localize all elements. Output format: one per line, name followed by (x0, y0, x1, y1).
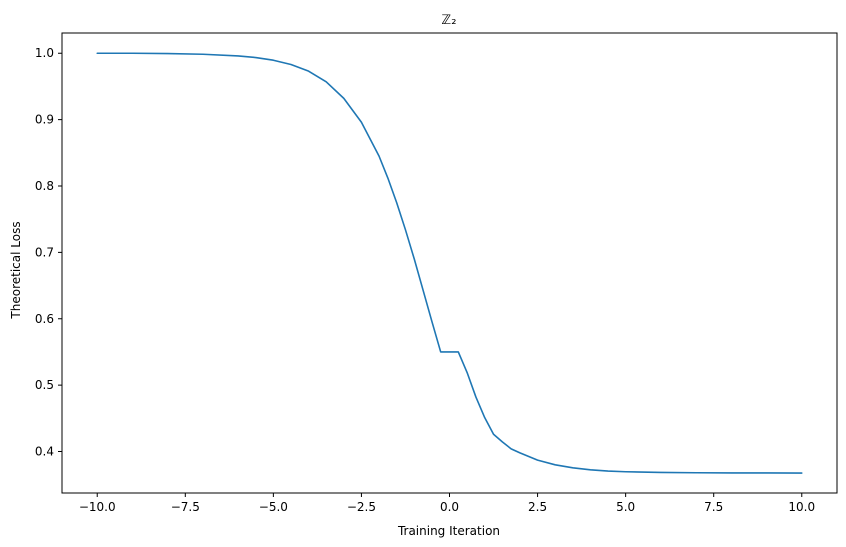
x-tick-label: 2.5 (528, 500, 547, 514)
series-line-0 (96, 52, 803, 474)
x-tick-label: 5.0 (616, 500, 635, 514)
y-tick-label: 0.5 (35, 378, 54, 392)
y-tick-label: 0.4 (35, 445, 54, 459)
y-tick-label: 0.6 (35, 312, 54, 326)
x-axis-label: Training Iteration (397, 524, 500, 538)
x-tick-label: −2.5 (347, 500, 376, 514)
y-tick-label: 0.9 (35, 113, 54, 127)
y-axis: 0.4 0.5 0.6 0.7 0.8 0.9 1.0 (35, 46, 62, 459)
x-tick-label: 10.0 (788, 500, 815, 514)
y-axis-label: Theoretical Loss (9, 221, 23, 319)
plot-area: −10.0 −7.5 −5.0 −2.5 0.0 2.5 5.0 7.5 10.0 0.4 0.5… (35, 32, 838, 514)
y-tick-label: 0.7 (35, 245, 54, 259)
chart-title: ℤ₂ (442, 13, 457, 28)
x-axis: −10.0 −7.5 −5.0 −2.5 0.0 2.5 5.0 7.5 10.0 (79, 493, 815, 514)
x-tick-label: −5.0 (259, 500, 288, 514)
y-tick-label: 0.8 (35, 179, 54, 193)
series-layer (96, 52, 803, 474)
x-tick-label: −10.0 (79, 500, 116, 514)
y-tick-label: 1.0 (35, 46, 54, 60)
x-tick-label: 0.0 (440, 500, 459, 514)
x-tick-label: −7.5 (171, 500, 200, 514)
x-tick-label: 7.5 (704, 500, 723, 514)
